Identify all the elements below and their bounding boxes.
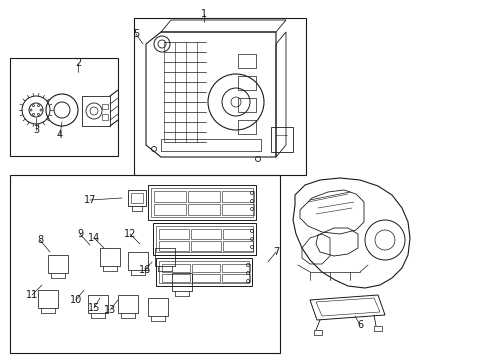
- Bar: [222, 191, 253, 202]
- Bar: [154, 204, 185, 215]
- Bar: [162, 264, 190, 272]
- Bar: [156, 258, 251, 286]
- Bar: [187, 191, 220, 202]
- Bar: [161, 139, 261, 151]
- Bar: [223, 241, 252, 251]
- Bar: [159, 261, 248, 283]
- Text: 1: 1: [201, 9, 206, 19]
- Bar: [156, 226, 252, 252]
- Bar: [159, 241, 189, 251]
- Bar: [154, 191, 185, 202]
- Text: 2: 2: [75, 58, 81, 68]
- Bar: [192, 274, 220, 282]
- Text: 10: 10: [70, 295, 82, 305]
- Text: 4: 4: [57, 130, 63, 140]
- Bar: [128, 190, 146, 206]
- Bar: [191, 229, 221, 239]
- Bar: [162, 274, 190, 282]
- Text: 5: 5: [133, 29, 139, 39]
- Bar: [131, 193, 142, 203]
- Bar: [102, 104, 108, 109]
- Bar: [373, 326, 381, 331]
- Text: 8: 8: [37, 235, 43, 245]
- Bar: [151, 188, 252, 217]
- Bar: [223, 229, 252, 239]
- Bar: [238, 54, 256, 68]
- Text: 11: 11: [26, 290, 38, 300]
- Bar: [313, 330, 321, 335]
- Bar: [159, 229, 189, 239]
- Bar: [270, 127, 292, 152]
- Bar: [222, 264, 249, 272]
- Text: 6: 6: [356, 320, 362, 330]
- Bar: [10, 175, 280, 353]
- Text: 16: 16: [139, 265, 151, 275]
- Bar: [102, 114, 108, 120]
- Bar: [222, 274, 249, 282]
- Bar: [238, 120, 256, 134]
- Bar: [148, 185, 256, 220]
- Text: 12: 12: [123, 229, 136, 239]
- Text: 9: 9: [77, 229, 83, 239]
- Bar: [153, 223, 256, 255]
- Bar: [238, 76, 256, 90]
- Bar: [238, 98, 256, 112]
- Bar: [191, 241, 221, 251]
- Bar: [222, 204, 253, 215]
- Text: 15: 15: [88, 303, 100, 313]
- Text: 7: 7: [272, 247, 279, 257]
- Text: 3: 3: [33, 125, 39, 135]
- Text: 13: 13: [103, 305, 116, 315]
- Text: 17: 17: [83, 195, 96, 205]
- Text: 14: 14: [88, 233, 100, 243]
- Bar: [134, 18, 305, 175]
- Bar: [192, 264, 220, 272]
- Bar: [187, 204, 220, 215]
- Bar: [10, 58, 118, 156]
